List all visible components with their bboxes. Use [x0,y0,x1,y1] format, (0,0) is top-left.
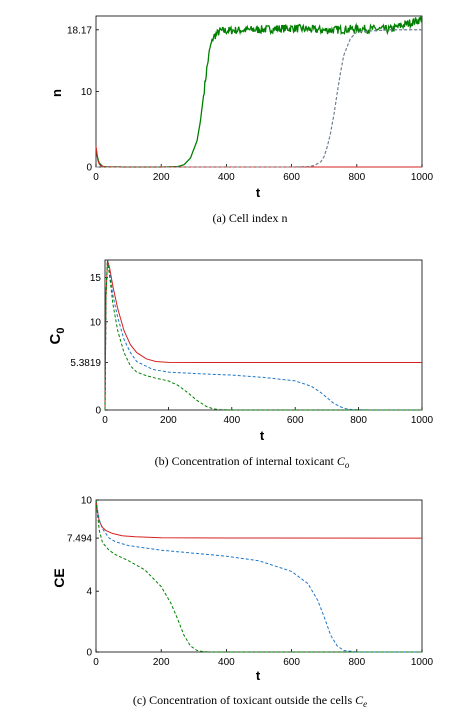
plot-a-area: 0 200 400 600 800 1000 0 10 18.17 [67,15,434,183]
panel-b-caption: (b) Concentration of internal toxicant C… [155,454,350,470]
plot-frame [95,15,423,168]
x-tick-label: 800 [350,415,367,426]
plot-b-area: 0 200 400 600 800 1000 0 5.3819 10 15 [70,259,434,426]
y-tick-label: 0 [86,648,92,659]
x-tick-label: 200 [153,172,170,183]
panel-c-caption-math: C [355,693,364,707]
y-tick-label: 18.17 [67,25,92,36]
panel-b-xlabel: t [260,428,265,443]
x-tick-label: 0 [93,172,99,183]
x-tick-label: 400 [223,415,240,426]
panel-b-caption-sub: o [345,460,350,470]
series-line-3 [96,29,422,168]
series-line-0 [95,499,423,539]
series-line-2 [95,499,422,653]
y-tick-label: 0 [95,406,101,417]
panel-c-xlabel: t [256,668,261,683]
panel-b-ylabel-main: C [47,333,64,344]
panel-c-caption-text: (c) Concentration of toxicant outside th… [133,693,355,707]
x-tick-label: 1000 [411,172,434,183]
panel-c-caption-sub: e [363,699,367,709]
x-tick-label: 600 [287,415,304,426]
x-tick-label: 400 [218,657,235,668]
panel-c-caption: (c) Concentration of toxicant outside th… [133,693,367,709]
plot-frame [104,259,423,411]
y-tick-label: 10 [90,317,102,328]
x-tick-label: 0 [93,657,99,668]
series-line-0 [95,15,423,168]
y-tick-label: 10 [81,87,93,98]
series-line-0 [104,259,422,411]
y-tick-label: 7.494 [67,534,92,545]
x-tick-label: 1000 [411,415,434,426]
x-tick-label: 400 [218,172,235,183]
x-tick-label: 800 [348,657,365,668]
x-tick-label: 1000 [411,657,434,668]
x-tick-label: 600 [283,657,300,668]
y-tick-label: 4 [86,587,92,598]
series-line-1 [104,259,422,411]
plot-c-area: 0 200 400 600 800 1000 0 4 7.494 10 [67,496,434,669]
panel-b-caption-math: C [337,454,346,468]
plot-frame [95,499,423,653]
panel-a-ylabel: n [49,89,64,97]
x-tick-label: 0 [102,415,108,426]
series-line-2 [104,259,422,411]
panel-b-ylabel-sub: 0 [55,328,67,334]
y-tick-label: 10 [81,496,93,507]
series-line-1 [96,29,422,168]
panel-a-xlabel: t [256,185,261,200]
panel-c-ylabel: CE [51,568,67,587]
y-tick-label: 15 [90,273,102,284]
series-line-2 [95,145,422,168]
panel-a-caption: (a) Cell index n [213,211,288,225]
y-tick-label: 0 [86,163,92,174]
panel-c: 0 200 400 600 800 1000 0 4 7.494 10 t CE (c) Conc… [51,496,434,710]
x-tick-label: 800 [348,172,365,183]
x-tick-label: 200 [153,657,170,668]
panel-a: 0 200 400 600 800 1000 0 10 18.17 t n (a) Cell i… [49,15,434,225]
y-tick-label: 5.3819 [70,358,101,369]
panel-b-ylabel: C0 [47,328,67,345]
x-tick-label: 200 [160,415,177,426]
panel-b-caption-text: (b) Concentration of internal toxicant [155,454,337,468]
series-line-1 [95,499,422,653]
x-tick-label: 600 [283,172,300,183]
